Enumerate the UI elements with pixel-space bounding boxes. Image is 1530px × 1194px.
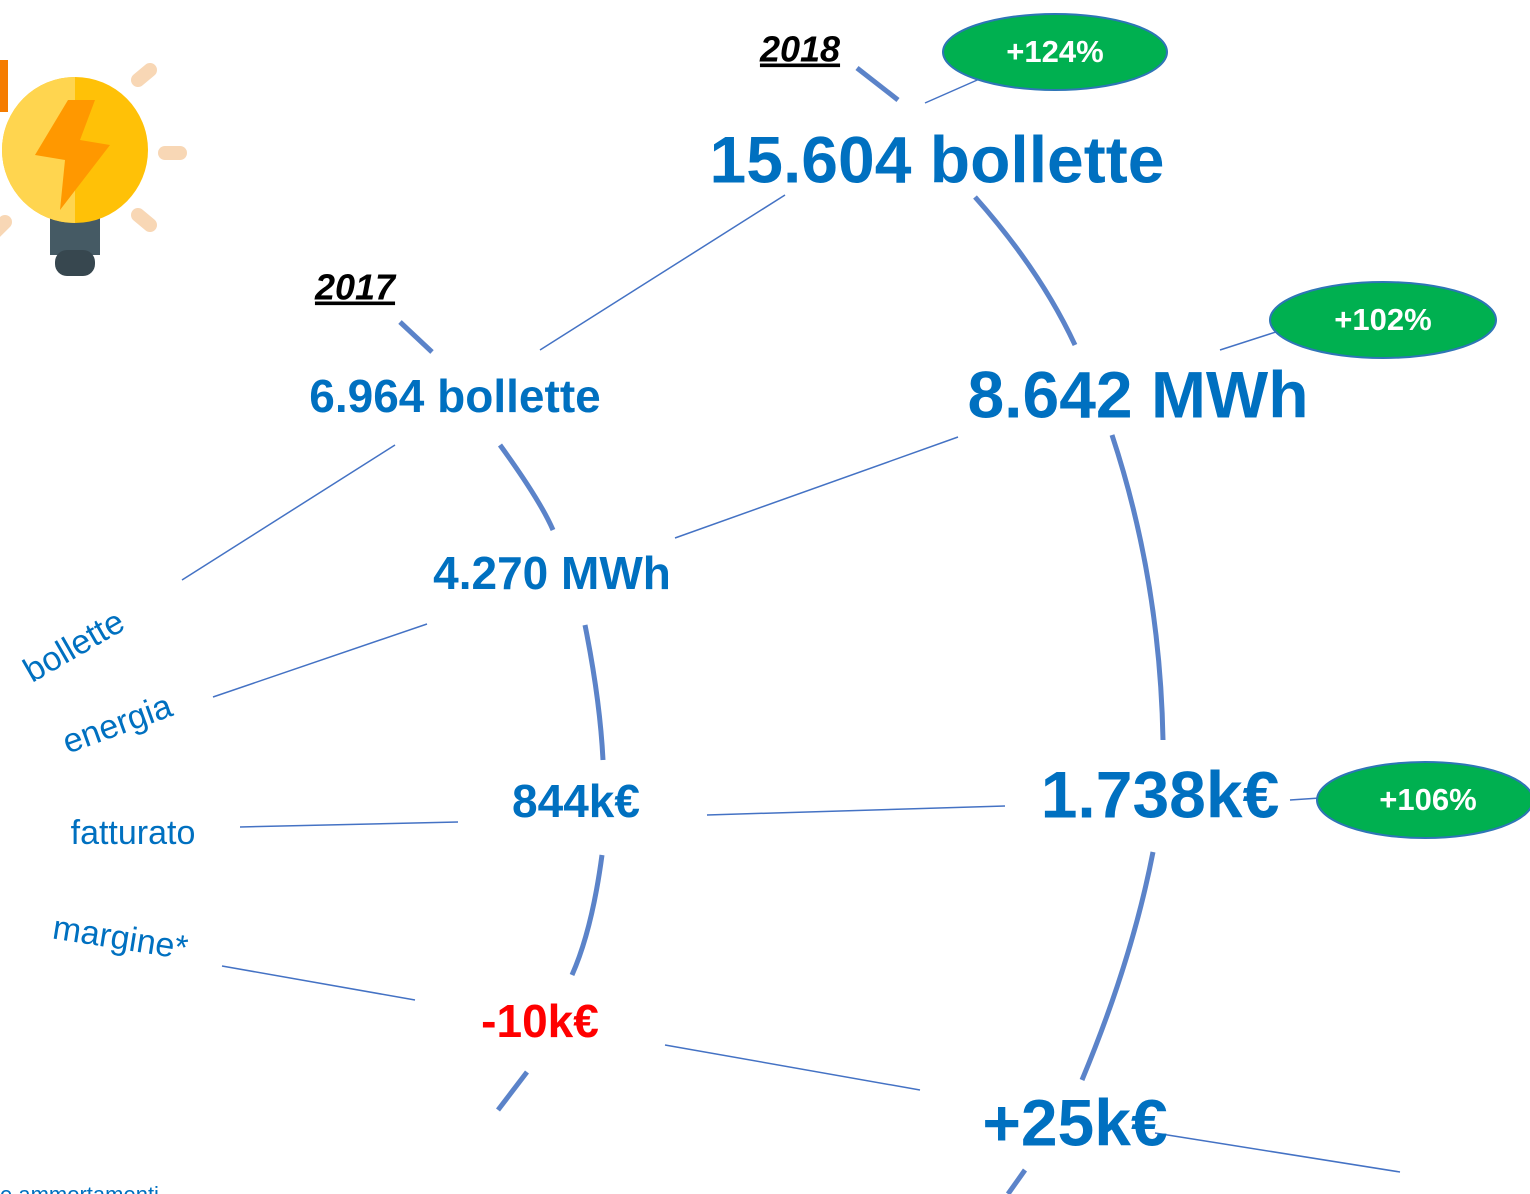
value-2017: -10k€	[481, 995, 599, 1047]
connector-lines	[181, 69, 1401, 1173]
row-label: margine*	[50, 909, 190, 968]
year-label: 2018	[759, 29, 840, 70]
footnote: e ammortamenti	[0, 1182, 159, 1194]
row-label: bollette	[17, 602, 131, 690]
change-label: +106%	[1379, 782, 1476, 817]
value-2018: 15.604 bollette	[710, 122, 1165, 196]
value-2017: 6.964 bollette	[309, 370, 600, 422]
change-label: +124%	[1006, 34, 1103, 69]
value-2017: 844k€	[512, 775, 640, 827]
row-label: fatturato	[71, 814, 196, 852]
change-label: +102%	[1334, 302, 1431, 337]
value-2017: 4.270 MWh	[433, 547, 671, 599]
arcs	[398, 66, 1166, 1194]
change-badges: +124% +102% +106%	[942, 13, 1530, 839]
value-2018: 1.738k€	[1041, 757, 1280, 831]
value-2018: 8.642 MWh	[967, 357, 1308, 431]
value-2018: +25k€	[982, 1085, 1167, 1159]
lightbulb-icon	[0, 60, 187, 276]
year-label: 2017	[314, 267, 397, 308]
row-label: energia	[58, 687, 178, 762]
